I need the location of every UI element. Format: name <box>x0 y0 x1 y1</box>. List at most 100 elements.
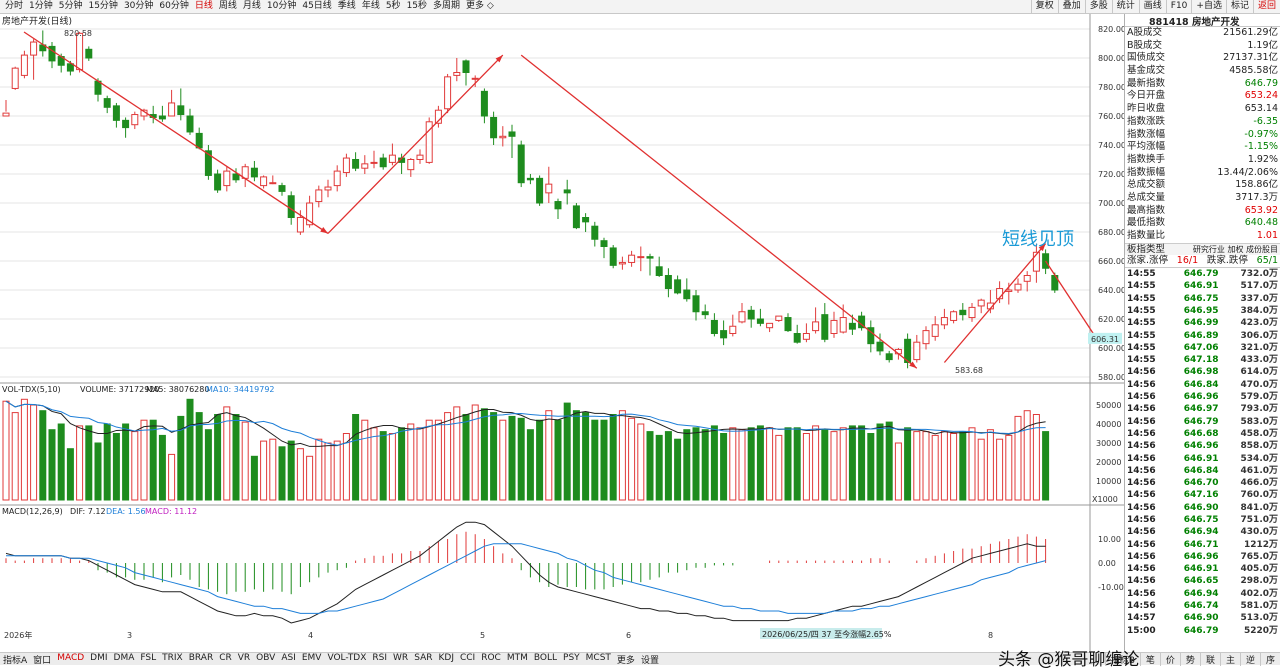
indicator-tab[interactable]: FSL <box>140 652 157 663</box>
indicator-tab[interactable]: 设置 <box>640 655 659 666</box>
candle-body <box>342 157 350 174</box>
period-tab[interactable]: 多周期 <box>433 1 461 11</box>
indicator-tab[interactable]: RSI <box>372 652 388 663</box>
period-tabs: 分时 1分钟 5分钟 15分钟 30分钟 60分钟 日线 周线 月线 10分钟 45日线 季线 年线 5秒… <box>0 0 1031 13</box>
tool-button[interactable]: 返回 <box>1252 0 1280 14</box>
volume-bar <box>563 402 571 501</box>
tick-volume: 751.0万 <box>1240 515 1278 525</box>
candle-body <box>701 311 709 316</box>
indicator-tab[interactable]: BRAR <box>188 652 214 663</box>
tool-button[interactable]: F10 <box>1165 0 1192 14</box>
tick-price: 646.89 <box>1183 330 1219 341</box>
indicator-tab[interactable]: MCST <box>585 652 611 663</box>
tool-button[interactable]: 多股 <box>1084 0 1112 14</box>
bottom-right-tab[interactable]: 联 <box>1199 652 1220 666</box>
bottom-right-tab[interactable]: 主 <box>1219 652 1240 666</box>
tick-volume: 732.0万 <box>1240 269 1278 280</box>
volume-bar <box>821 429 829 501</box>
period-tab[interactable]: 5秒 <box>385 1 401 11</box>
candle-body <box>434 109 442 124</box>
indicator-tab[interactable]: 窗口 <box>33 655 52 666</box>
volume-bar <box>536 419 544 501</box>
tick-time: 14:56 <box>1127 428 1156 439</box>
period-tab[interactable]: 周线 <box>218 1 237 11</box>
indicator-tab[interactable]: MACD <box>57 652 85 663</box>
indicator-tab[interactable]: ASI <box>281 652 296 663</box>
tool-button[interactable]: +自选 <box>1191 0 1226 14</box>
kline-chart[interactable]: 820.00 800.00 780.00 760.00 740.00 720.00 700.… <box>0 14 1124 652</box>
tick-row: 14:55 646.95 384.0万 <box>1125 305 1280 317</box>
indicator-tab[interactable]: VOL-TDX <box>327 652 367 663</box>
period-tab[interactable]: 15分钟 <box>88 1 118 11</box>
indicator-tab[interactable]: TRIX <box>162 652 183 663</box>
x-axis-label: 8 <box>988 631 993 640</box>
tick-row: 14:55 647.18 433.0万 <box>1125 354 1280 366</box>
period-tab[interactable]: 年线 <box>361 1 380 11</box>
candle-body <box>76 32 84 71</box>
tool-button[interactable]: 叠加 <box>1057 0 1085 14</box>
period-tab[interactable]: 月线 <box>242 1 261 11</box>
stat-value: 653.14 <box>1244 103 1278 115</box>
period-tab[interactable]: 10分钟 <box>266 1 297 11</box>
down-value: 65/1 <box>1256 255 1278 267</box>
tick-time: 14:55 <box>1127 318 1156 329</box>
volume-bar <box>20 398 28 501</box>
indicator-tab[interactable]: EMV <box>301 652 322 663</box>
indicator-tab[interactable]: CR <box>219 652 232 663</box>
period-tab[interactable]: 30分钟 <box>123 1 154 11</box>
indicator-tab[interactable]: DMI <box>90 652 108 663</box>
period-tab[interactable]: 季线 <box>337 1 356 11</box>
indicator-tab[interactable]: WR <box>393 652 409 663</box>
indicator-tab[interactable]: KDJ <box>438 652 454 663</box>
type-value[interactable]: 研究行业 加权 成份股目 <box>1192 244 1278 254</box>
indicator-tab[interactable]: 更多 <box>616 655 635 666</box>
last-price-tag: 606.31 <box>1091 335 1119 344</box>
indicator-tab[interactable]: DMA <box>113 652 135 663</box>
bottom-right-tab[interactable]: 逆 <box>1239 652 1260 666</box>
candle-body <box>508 131 516 137</box>
tick-row: 14:56 646.68 458.0万 <box>1125 428 1280 440</box>
period-tab[interactable]: 15秒 <box>406 1 428 11</box>
tool-button[interactable]: 复权 <box>1030 0 1058 14</box>
period-tab[interactable]: 更多 ◇ <box>466 1 494 11</box>
tool-button[interactable]: 统计 <box>1111 0 1139 14</box>
price-tick-label: 660.00 <box>1098 257 1124 266</box>
tick-row: 14:56 646.79 583.0万 <box>1125 416 1280 428</box>
tick-time: 14:56 <box>1127 478 1156 489</box>
period-tab[interactable]: 分时 <box>5 1 24 11</box>
indicator-tab[interactable]: CCI <box>459 652 476 663</box>
indicator-tab[interactable]: VR <box>237 652 251 663</box>
bottom-right-tab[interactable]: 笔 <box>1139 652 1160 666</box>
period-tab[interactable]: 45日线 <box>302 1 332 11</box>
period-tab[interactable]: 1分钟 <box>29 1 53 11</box>
tool-button[interactable]: 标记 <box>1225 0 1253 14</box>
indicator-tab[interactable]: PSY <box>563 652 580 663</box>
candle-body <box>315 189 323 203</box>
vol-tick-label: 40000 <box>1096 420 1121 429</box>
tool-button[interactable]: 画线 <box>1138 0 1166 14</box>
volume-bar <box>223 406 231 501</box>
stat-row: 昨日收盘 653.14 <box>1125 103 1280 116</box>
period-tab[interactable]: 日线 <box>194 1 213 11</box>
period-tab[interactable]: 60分钟 <box>159 1 189 11</box>
tick-time: 14:56 <box>1127 502 1156 513</box>
high-label: 820.58 <box>64 29 92 38</box>
tick-price: 647.18 <box>1183 355 1219 366</box>
bottom-right-tab[interactable]: 价 <box>1159 652 1180 666</box>
candle-body <box>278 185 286 192</box>
volume-bar <box>802 433 810 501</box>
indicator-tab[interactable]: OBV <box>256 652 276 663</box>
bottom-right-tab[interactable]: 势 <box>1179 652 1200 666</box>
indicator-tab[interactable]: ROC <box>481 652 501 663</box>
candle-body <box>637 256 645 259</box>
volume-bar <box>508 415 516 501</box>
volume-bar <box>1023 410 1031 501</box>
indicator-tab[interactable]: SAR <box>414 652 433 663</box>
tick-volume: 513.0万 <box>1240 613 1278 624</box>
indicator-tab[interactable]: MTM <box>506 652 528 663</box>
bottom-right-tab[interactable]: 序 <box>1259 652 1280 666</box>
indicator-tab[interactable]: 指标A <box>3 655 28 666</box>
bottom-right-tab[interactable]: 指标B <box>1104 652 1140 666</box>
indicator-tab[interactable]: BOLL <box>533 652 558 663</box>
period-tab[interactable]: 5分钟 <box>58 1 83 11</box>
